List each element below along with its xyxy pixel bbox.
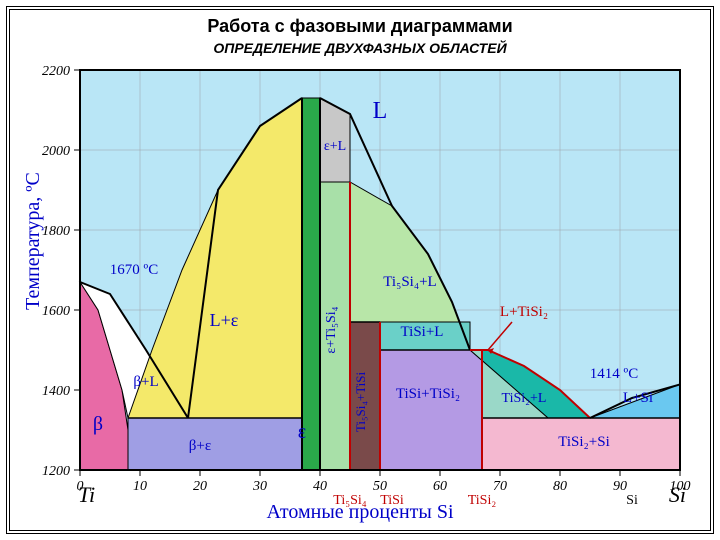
svg-text:50: 50 bbox=[373, 479, 387, 494]
svg-text:80: 80 bbox=[553, 479, 567, 494]
svg-text:ε: ε bbox=[298, 421, 306, 443]
region-ε bbox=[302, 98, 320, 470]
svg-text:0: 0 bbox=[77, 479, 84, 494]
svg-text:1200: 1200 bbox=[42, 464, 70, 479]
phase-diagram: 0 10 20 30 40 50 60 70 80 90 100 1200 1400 1600 1800 20… bbox=[20, 60, 700, 510]
svg-text:β+L: β+L bbox=[133, 374, 158, 390]
svg-text:1800: 1800 bbox=[42, 224, 70, 239]
svg-text:β+ε: β+ε bbox=[189, 438, 211, 454]
svg-text:TiSi+L: TiSi+L bbox=[401, 324, 444, 340]
svg-text:2000: 2000 bbox=[42, 144, 70, 159]
svg-text:60: 60 bbox=[433, 479, 447, 494]
svg-text:Ti₅Si₄: Ti₅Si₄ bbox=[333, 493, 367, 508]
region-TiSi+TiSi2 bbox=[380, 350, 482, 470]
svg-text:Si: Si bbox=[626, 493, 638, 508]
svg-text:2200: 2200 bbox=[42, 64, 70, 79]
svg-text:L+Si: L+Si bbox=[623, 390, 653, 406]
svg-text:TiSi+TiSi₂: TiSi+TiSi₂ bbox=[396, 386, 460, 402]
svg-text:Ti₅Si₄+L: Ti₅Si₄+L bbox=[383, 274, 436, 290]
svg-text:L+ε: L+ε bbox=[210, 310, 239, 330]
svg-text:L+TiSi₂: L+TiSi₂ bbox=[500, 304, 548, 320]
svg-text:100: 100 bbox=[670, 479, 691, 494]
svg-text:1400: 1400 bbox=[42, 384, 70, 399]
svg-text:10: 10 bbox=[133, 479, 147, 494]
svg-text:20: 20 bbox=[193, 479, 207, 494]
svg-text:Ti₅Si₄+TiSi: Ti₅Si₄+TiSi bbox=[353, 371, 368, 432]
svg-text:β: β bbox=[93, 413, 103, 435]
svg-text:L: L bbox=[373, 98, 388, 124]
region-β+ε bbox=[128, 418, 302, 470]
svg-text:ε+Ti₅Si₄: ε+Ti₅Si₄ bbox=[324, 306, 339, 353]
svg-text:TiSi₂+L: TiSi₂+L bbox=[502, 391, 547, 406]
svg-text:TiSi₂: TiSi₂ bbox=[468, 493, 497, 508]
svg-text:TiSi: TiSi bbox=[380, 493, 404, 508]
svg-text:40: 40 bbox=[313, 479, 327, 494]
svg-text:1670 ºC: 1670 ºC bbox=[110, 262, 158, 278]
page-title: Работа с фазовыми диаграммами bbox=[10, 16, 710, 37]
svg-text:70: 70 bbox=[493, 479, 507, 494]
svg-text:90: 90 bbox=[613, 479, 627, 494]
svg-text:TiSi₂+Si: TiSi₂+Si bbox=[558, 434, 610, 450]
page-subtitle: ОПРЕДЕЛЕНИЕ ДВУХФАЗНЫХ ОБЛАСТЕЙ bbox=[10, 40, 710, 56]
svg-text:1414 ºC: 1414 ºC bbox=[590, 366, 638, 382]
svg-text:ε+L: ε+L bbox=[324, 139, 346, 154]
svg-text:30: 30 bbox=[252, 479, 267, 494]
svg-text:1600: 1600 bbox=[42, 304, 70, 319]
